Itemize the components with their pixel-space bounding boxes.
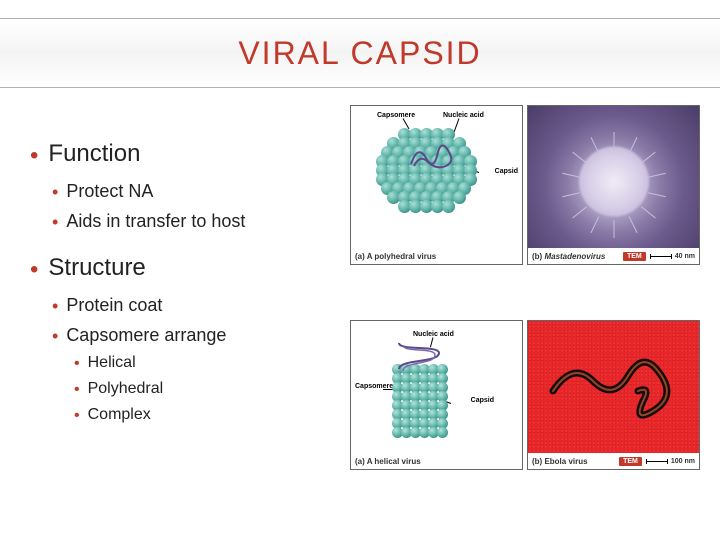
structure-subitem: • Helical — [74, 354, 360, 375]
label-nucleic-acid: Nucleic acid — [443, 112, 484, 119]
caption-a: (a) A polyhedral virus — [355, 252, 436, 261]
structure-subitem: • Complex — [74, 406, 360, 427]
bullet-icon: • — [74, 406, 80, 427]
caption-a: (a) A helical virus — [355, 457, 421, 466]
panel-ebola-em: (b) Ebola virus TEM 100 nm — [527, 320, 700, 470]
bullet-icon: • — [30, 254, 38, 285]
heading-text: Function — [48, 140, 140, 168]
slide-title: VIRAL CAPSID — [238, 35, 481, 72]
em-virus-particle — [579, 147, 649, 217]
item-text: Complex — [88, 406, 151, 424]
bullet-icon: • — [30, 140, 38, 171]
bullet-icon: • — [52, 325, 58, 348]
nucleic-acid-strand — [406, 136, 456, 171]
structure-item: • Capsomere arrange — [52, 325, 360, 348]
content-outline: • Function • Protect NA • Aids in transf… — [30, 140, 360, 431]
nucleic-acid-helix — [395, 339, 443, 375]
heading-text: Structure — [48, 254, 145, 282]
bullet-icon: • — [52, 181, 58, 204]
label-capsid: Capsid — [495, 168, 518, 175]
title-band: VIRAL CAPSID — [0, 18, 720, 88]
figure-helical: Nucleic acid Capsomere Capsid (a) A heli… — [350, 320, 700, 470]
function-item: • Aids in transfer to host — [52, 211, 360, 234]
item-text: Aids in transfer to host — [66, 211, 245, 232]
panel-polyhedral-diagram: Capsomere Nucleic acid Capsid (a) A poly… — [350, 105, 523, 265]
item-text: Helical — [88, 354, 136, 372]
heading-structure: • Structure — [30, 254, 360, 285]
helical-capsid — [389, 366, 451, 444]
bullet-icon: • — [74, 380, 80, 401]
figure-polyhedral: Capsomere Nucleic acid Capsid (a) A poly… — [350, 105, 700, 265]
heading-function: • Function — [30, 140, 360, 171]
bullet-icon: • — [52, 295, 58, 318]
caption-b: (b) Mastadenovirus — [532, 252, 605, 261]
bullet-icon: • — [74, 354, 80, 375]
label-capsid: Capsid — [471, 397, 494, 404]
label-capsomere: Capsomere — [377, 112, 415, 119]
bullet-icon: • — [52, 211, 58, 234]
scale-bar: 40 nm — [650, 253, 695, 260]
ebola-filament — [543, 341, 688, 446]
function-item: • Protect NA — [52, 181, 360, 204]
structure-item: • Protein coat — [52, 295, 360, 318]
item-text: Protein coat — [66, 295, 162, 316]
scale-bar: 100 nm — [646, 458, 695, 465]
panel-helical-diagram: Nucleic acid Capsomere Capsid (a) A heli… — [350, 320, 523, 470]
item-text: Protect NA — [66, 181, 153, 202]
tem-badge: TEM — [623, 252, 646, 261]
structure-subitem: • Polyhedral — [74, 380, 360, 401]
tem-badge: TEM — [619, 457, 642, 466]
caption-b: (b) Ebola virus — [532, 457, 588, 466]
item-text: Capsomere arrange — [66, 325, 226, 346]
panel-mastadenovirus-em: (b) Mastadenovirus TEM 40 nm — [527, 105, 700, 265]
item-text: Polyhedral — [88, 380, 164, 398]
